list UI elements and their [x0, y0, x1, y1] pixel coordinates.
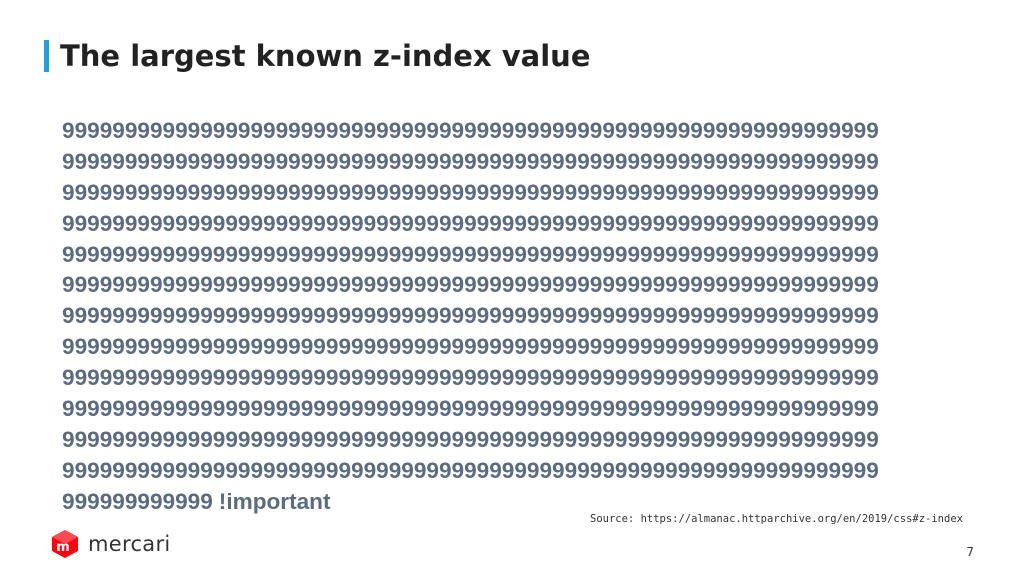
title-accent-bar	[44, 40, 49, 72]
source-citation: Source: https://almanac.httparchive.org/…	[590, 513, 963, 525]
value-last-digits: 999999999999	[62, 488, 213, 514]
value-line: 9999999999999999999999999999999999999999…	[62, 457, 879, 483]
svg-text:m: m	[56, 540, 70, 555]
value-last-line: 999999999999 !important	[62, 487, 982, 518]
page-number: 7	[966, 545, 974, 559]
value-line: 9999999999999999999999999999999999999999…	[62, 426, 879, 452]
value-line: 9999999999999999999999999999999999999999…	[62, 303, 879, 329]
value-line: 9999999999999999999999999999999999999999…	[62, 210, 879, 236]
value-line: 9999999999999999999999999999999999999999…	[62, 365, 879, 391]
slide-title: The largest known z-index value	[60, 39, 591, 73]
value-line: 9999999999999999999999999999999999999999…	[62, 272, 879, 298]
value-line: 9999999999999999999999999999999999999999…	[62, 148, 879, 174]
value-line: 9999999999999999999999999999999999999999…	[62, 118, 879, 143]
mercari-logo: m mercari	[50, 528, 171, 560]
z-index-value-block: 9999999999999999999999999999999999999999…	[62, 116, 982, 518]
value-line: 9999999999999999999999999999999999999999…	[62, 179, 879, 205]
mercari-logo-icon: m	[52, 530, 78, 558]
value-line: 9999999999999999999999999999999999999999…	[62, 396, 879, 422]
value-line: 9999999999999999999999999999999999999999…	[62, 241, 879, 267]
important-keyword: !important	[218, 488, 331, 514]
value-line: 9999999999999999999999999999999999999999…	[62, 334, 879, 360]
mercari-logo-text: mercari	[88, 532, 171, 556]
